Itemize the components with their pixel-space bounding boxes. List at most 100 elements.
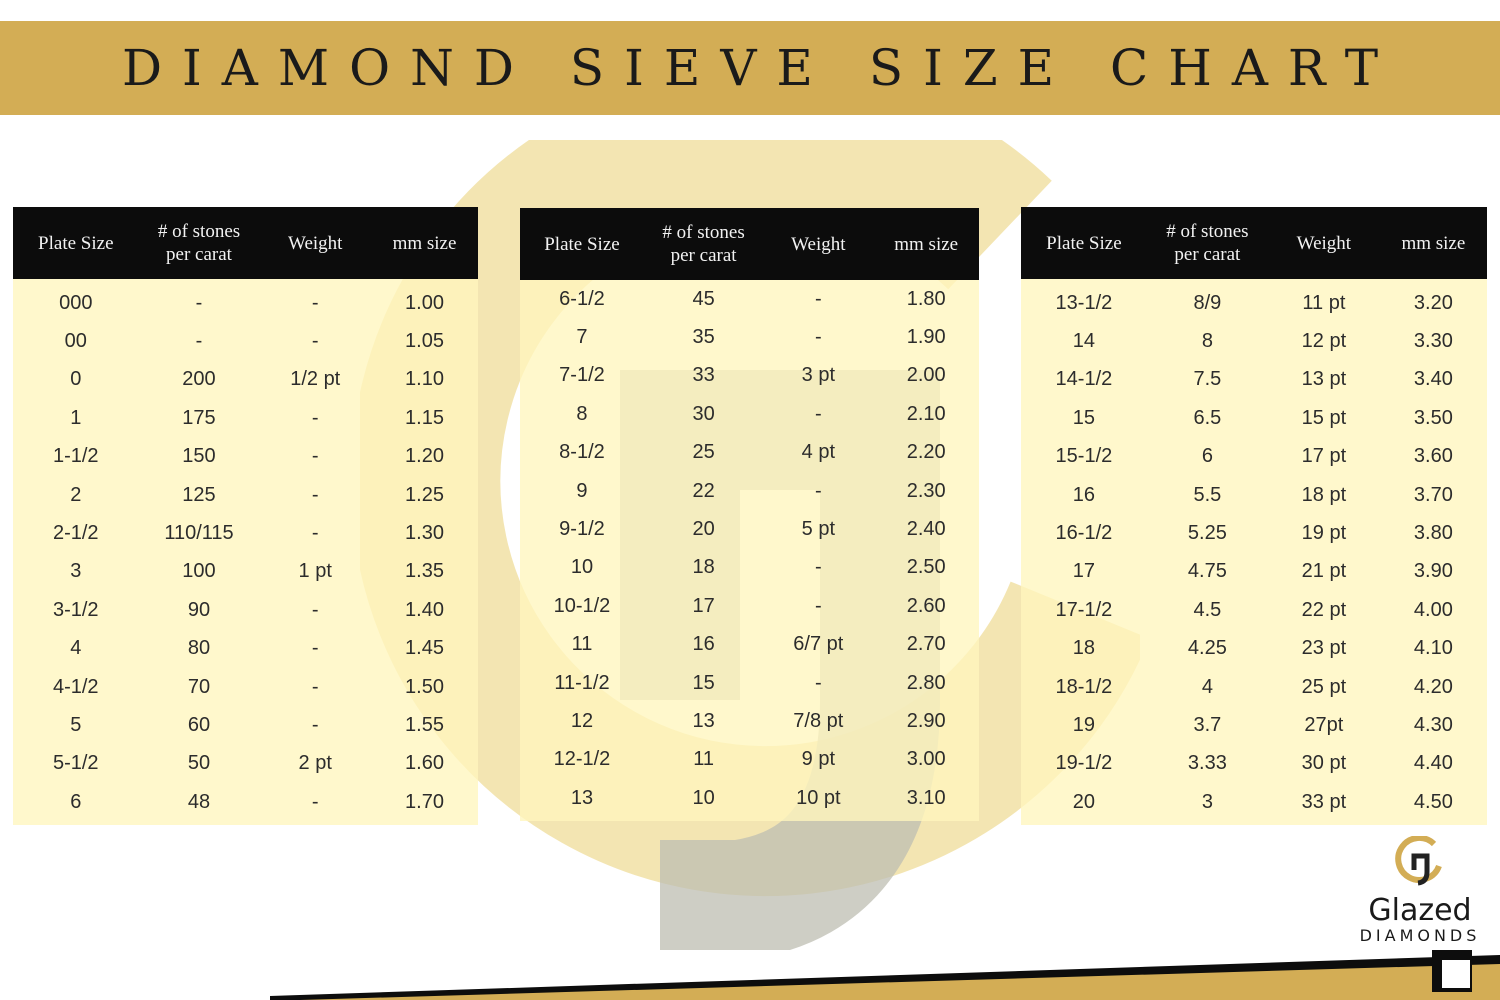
cell-weight: -: [311, 713, 319, 736]
cell-weight: 4 pt: [801, 441, 835, 464]
cell-stones-per-carat: 175: [182, 406, 216, 429]
cell-plate-size: 16-1/2: [1055, 522, 1113, 545]
table-row: 6 48 - 1.70: [13, 783, 478, 821]
table-row: 14-1/2 7.5 13 pt 3.40: [1021, 361, 1487, 399]
cell-weight: 30 pt: [1301, 752, 1347, 775]
cell-mm-size: 2.60: [906, 594, 946, 617]
cell-mm-size: 3.20: [1413, 291, 1453, 314]
brand-name: Glazed: [1368, 893, 1472, 928]
cell-stones-per-carat: 11: [693, 748, 714, 771]
cell-mm-size: 4.00: [1413, 598, 1453, 621]
cell-weight: -: [814, 287, 822, 310]
sieve-table-3: Plate Size # of stones per carat Weight m…: [1021, 207, 1487, 826]
cell-weight: 2 pt: [298, 752, 332, 775]
cell-stones-per-carat: 18: [692, 556, 715, 579]
cell-stones-per-carat: 22: [692, 479, 715, 502]
cell-plate-size: 14: [1072, 330, 1096, 353]
cell-weight: 15 pt: [1301, 406, 1347, 429]
header-weight: Weight: [1296, 232, 1352, 254]
cell-plate-size: 17: [1072, 560, 1096, 583]
table-row: 14 8 12 pt 3.30: [1021, 322, 1487, 360]
cell-stones-per-carat: 7.5: [1193, 368, 1222, 391]
table-row: 1-1/2 150 - 1.20: [13, 438, 478, 476]
table-row: 11-1/2 15 - 2.80: [520, 664, 979, 702]
table-row: 15 6.5 15 pt 3.50: [1021, 399, 1487, 437]
cell-plate-size: 7-1/2: [559, 364, 605, 387]
table-body: 13-1/2 8/9 11 pt 3.20 14 8 12 pt 3.30 14-1/2 7.5 1…: [1021, 279, 1487, 826]
cell-mm-size: 2.10: [906, 402, 946, 425]
table-row: 10-1/2 17 - 2.60: [520, 587, 979, 625]
cell-weight: -: [311, 291, 319, 314]
table-row: 12-1/2 11 9 pt 3.00: [520, 741, 979, 779]
cell-weight: 18 pt: [1301, 483, 1347, 506]
cell-plate-size: 18-1/2: [1055, 675, 1113, 698]
cell-plate-size: 14-1/2: [1055, 368, 1113, 391]
cell-weight: -: [311, 483, 319, 506]
cell-plate-size: 18: [1072, 637, 1096, 660]
cell-stones-per-carat: 4.75: [1187, 560, 1227, 583]
cell-plate-size: 4: [70, 637, 82, 660]
table-row: 19-1/2 3.33 30 pt 4.40: [1021, 745, 1487, 783]
cell-weight: -: [311, 675, 319, 698]
cell-weight: 17 pt: [1301, 445, 1347, 468]
cell-plate-size: 19: [1072, 713, 1096, 736]
cell-weight: 23 pt: [1301, 637, 1347, 660]
glazed-g-logo-icon: [1395, 834, 1442, 886]
cell-stones-per-carat: 3.33: [1187, 752, 1227, 775]
table-row: 18 4.25 23 pt 4.10: [1021, 630, 1487, 668]
table-row: 4 80 - 1.45: [13, 630, 478, 668]
cell-weight: 11 pt: [1302, 291, 1346, 314]
cell-plate-size: 8-1/2: [559, 441, 605, 464]
cell-mm-size: 1.00: [405, 291, 444, 314]
cell-stones-per-carat: 13: [692, 709, 715, 732]
cell-weight: -: [311, 522, 319, 545]
cell-mm-size: 1.40: [405, 598, 444, 621]
cell-stones-per-carat: 70: [187, 675, 211, 698]
cell-weight: -: [814, 402, 822, 425]
cell-stones-per-carat: 6.5: [1193, 406, 1222, 429]
cell-plate-size: 00: [64, 330, 87, 353]
cell-mm-size: 1.90: [906, 326, 946, 349]
table-row: 12 13 7/8 pt 2.90: [520, 702, 979, 740]
table-row: 15-1/2 6 17 pt 3.60: [1021, 438, 1487, 476]
page-title: DIAMOND SIEVE SIZE CHART: [121, 39, 1399, 97]
cell-mm-size: 1.50: [405, 675, 444, 698]
cell-weight: 22 pt: [1301, 598, 1347, 621]
cell-plate-size: 10: [570, 556, 594, 579]
cell-weight: 33 pt: [1301, 790, 1347, 813]
cell-plate-size: 7: [576, 326, 588, 349]
cell-mm-size: 3.60: [1413, 445, 1453, 468]
cell-weight: -: [311, 330, 319, 353]
cell-plate-size: 12-1/2: [553, 748, 611, 771]
cell-plate-size: 5-1/2: [52, 752, 99, 775]
cell-stones-per-carat: 125: [182, 483, 216, 506]
cell-stones-per-carat: 6: [1201, 445, 1213, 468]
cell-mm-size: 3.40: [1413, 368, 1453, 391]
cell-weight: -: [814, 326, 822, 349]
cell-stones-per-carat: 5.25: [1187, 522, 1227, 545]
table-row: 8 30 - 2.10: [520, 395, 979, 433]
cell-plate-size: 6: [70, 790, 82, 813]
sieve-table-1: Plate Size # of stones per carat Weight m…: [13, 207, 478, 826]
table-row: 18-1/2 4 25 pt 4.20: [1021, 668, 1487, 706]
cell-stones-per-carat: 110/115: [164, 522, 234, 545]
cell-stones-per-carat: 90: [187, 598, 211, 621]
cell-plate-size: 9: [576, 479, 588, 502]
cell-weight: 12 pt: [1301, 330, 1347, 353]
cell-mm-size: 4.20: [1413, 675, 1453, 698]
table-row: 6-1/2 45 - 1.80: [520, 280, 979, 318]
table-row: 9 22 - 2.30: [520, 472, 979, 510]
cell-mm-size: 2.40: [906, 518, 946, 541]
cell-plate-size: 13-1/2: [1055, 291, 1113, 314]
table-row: 10 18 - 2.50: [520, 549, 979, 587]
cell-mm-size: 2.70: [906, 633, 946, 656]
cell-stones-per-carat: 35: [692, 326, 715, 349]
cell-stones-per-carat: 100: [182, 560, 216, 583]
cell-stones-per-carat: 60: [187, 713, 211, 736]
cell-plate-size: 16: [1072, 483, 1096, 506]
cell-weight: 6/7 pt: [793, 633, 844, 656]
cell-mm-size: 2.80: [906, 671, 946, 694]
table-row: 16-1/2 5.25 19 pt 3.80: [1021, 514, 1487, 552]
cell-plate-size: 19-1/2: [1055, 752, 1113, 775]
table-row: 19 3.7 27pt 4.30: [1021, 706, 1487, 744]
